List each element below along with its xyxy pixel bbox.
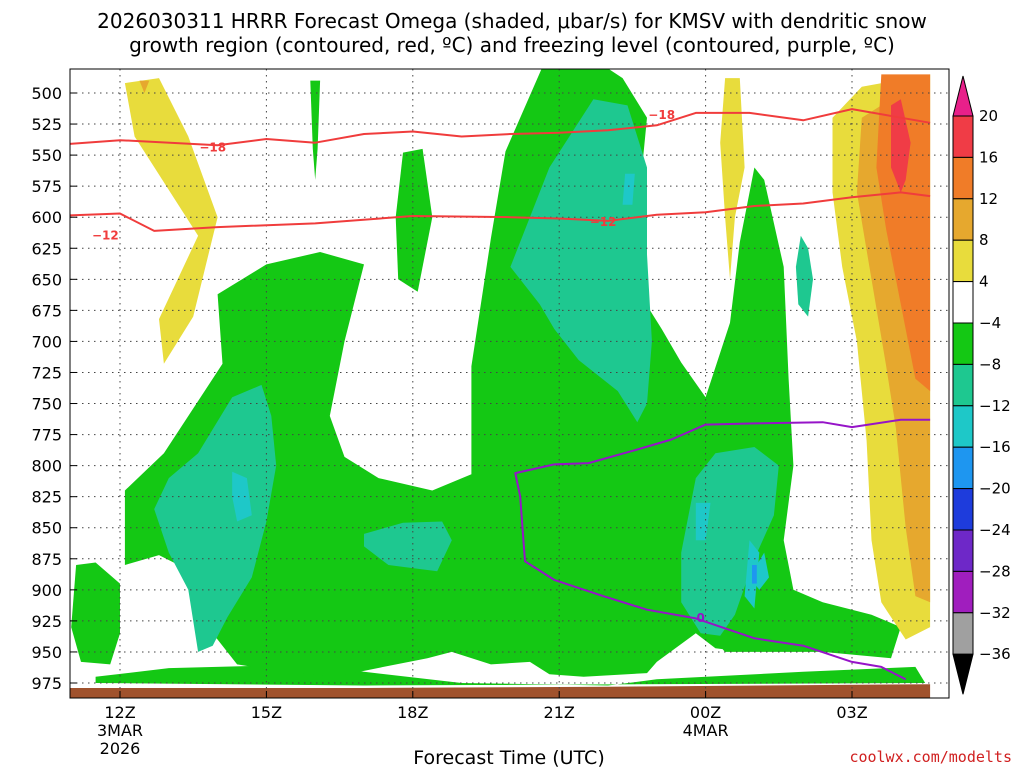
- colorbar-label: 12: [979, 190, 998, 208]
- omega-region-14: [695, 502, 711, 541]
- x-tick-label: 18Z: [397, 703, 428, 722]
- colorbar-label: −20: [979, 480, 1011, 498]
- colorbar-bin: [952, 405, 974, 448]
- omega-region-21: [876, 74, 931, 392]
- colorbar-min-arrow: [952, 653, 974, 695]
- omega-region-1: [139, 80, 150, 93]
- isotherm-contours: −18 −18 −12 −12 0: [70, 108, 931, 681]
- colorbar-label: −24: [979, 521, 1011, 539]
- omega-region-5: [71, 562, 120, 665]
- chart-title-line1: 2026030311 HRRR Forecast Omega (shaded, …: [97, 9, 927, 33]
- omega-region-11: [622, 173, 635, 205]
- x-tick-label: 00Z: [690, 703, 721, 722]
- colorbar: 20 16 12 8 4 −4 −8 −12 −16 −20 −24 −28 −32 −36: [952, 75, 1011, 695]
- omega-region-3: [310, 80, 321, 180]
- colorbar-bin: [952, 156, 974, 200]
- omega-region-9: [232, 471, 252, 522]
- x-tick-label: 21Z: [544, 703, 575, 722]
- y-tick-label: 775: [31, 426, 62, 445]
- omega-region-18: [364, 521, 452, 572]
- colorbar-bin: [952, 488, 974, 531]
- x-tick-date: 3MAR: [97, 721, 143, 740]
- colorbar-label: −8: [979, 355, 1001, 373]
- omega-region-16: [752, 565, 757, 584]
- y-tick-label: 900: [31, 581, 62, 600]
- y-tick-label: 550: [31, 146, 62, 165]
- omega-region-0: [124, 78, 218, 364]
- red-isotherm-label: −18: [199, 140, 226, 154]
- red-isotherm-1: [70, 191, 931, 232]
- red-isotherm-0: [70, 108, 931, 147]
- y-tick-label: 950: [31, 643, 62, 662]
- x-tick-label: 15Z: [251, 703, 282, 722]
- colorbar-bin: [952, 115, 974, 158]
- y-tick-label: 575: [31, 177, 62, 196]
- colorbar-bin: [952, 239, 974, 283]
- y-tick-label: 925: [31, 612, 62, 631]
- ground-surface: [70, 684, 931, 698]
- y-tick-label: 800: [31, 457, 62, 476]
- colorbar-label: −36: [979, 645, 1011, 663]
- credit-text: coolwx.com/modelts: [849, 748, 1012, 766]
- y-tick-label: 850: [31, 519, 62, 538]
- colorbar-bin: [952, 529, 974, 572]
- colorbar-bin: [952, 446, 974, 490]
- chart-title-line2: growth region (contoured, red, ºC) and f…: [129, 33, 895, 57]
- omega-region-8: [154, 384, 277, 652]
- omega-region-17: [795, 235, 813, 317]
- red-isotherm-label: −18: [648, 108, 675, 122]
- colorbar-label: 8: [979, 231, 989, 249]
- red-isotherm-label: −12: [590, 215, 617, 229]
- colorbar-label: −28: [979, 562, 1011, 580]
- colorbar-label: 16: [979, 148, 998, 166]
- y-tick-label: 525: [31, 115, 62, 134]
- omega-region-4: [395, 148, 433, 292]
- x-tick-year: 2026: [100, 739, 141, 758]
- colorbar-label: −12: [979, 397, 1011, 415]
- y-tick-label: 725: [31, 363, 62, 382]
- plot-frame: [69, 68, 950, 699]
- colorbar-bin: [952, 281, 974, 324]
- colorbar-bin: [952, 322, 974, 365]
- y-tick-label: 700: [31, 332, 62, 351]
- y-tick-label: 600: [31, 208, 62, 227]
- colorbar-bin: [952, 363, 974, 407]
- y-tick-label: 875: [31, 550, 62, 569]
- colorbar-bin: [952, 612, 974, 655]
- colorbar-label: −16: [979, 438, 1011, 456]
- colorbar-label: 4: [979, 273, 989, 291]
- colorbar-label: −4: [979, 314, 1001, 332]
- omega-region-15: [744, 540, 760, 609]
- y-tick-label: 975: [31, 674, 62, 693]
- colorbar-label: 20: [979, 107, 998, 125]
- y-axis-ticks: 500 525 550 575 600 625 650 675 700 725 750 775 800 8…: [31, 84, 77, 693]
- red-isotherm-label: −12: [92, 229, 119, 243]
- y-tick-label: 825: [31, 488, 62, 507]
- x-tick-label: 03Z: [836, 703, 867, 722]
- y-tick-label: 650: [31, 270, 62, 289]
- purple-isotherm-0: [514, 418, 931, 681]
- colorbar-label: −32: [979, 604, 1011, 622]
- colorbar-bin: [952, 198, 974, 241]
- colorbar-max-arrow: [952, 75, 974, 117]
- y-tick-label: 675: [31, 301, 62, 320]
- ground-layer: [70, 684, 931, 698]
- x-tick-label: 12Z: [104, 703, 135, 722]
- y-tick-label: 500: [31, 84, 62, 103]
- omega-region-22: [891, 99, 911, 193]
- x-axis-label: Forecast Time (UTC): [413, 747, 604, 768]
- colorbar-bin: [952, 570, 974, 614]
- grid-lines: [70, 69, 949, 698]
- omega-region-12: [681, 447, 779, 636]
- y-tick-label: 625: [31, 239, 62, 258]
- purple-isotherm-label: 0: [697, 611, 705, 625]
- y-tick-label: 750: [31, 395, 62, 414]
- omega-region-2: [720, 78, 745, 280]
- x-tick-date: 4MAR: [683, 721, 729, 740]
- omega-fields: [71, 69, 931, 686]
